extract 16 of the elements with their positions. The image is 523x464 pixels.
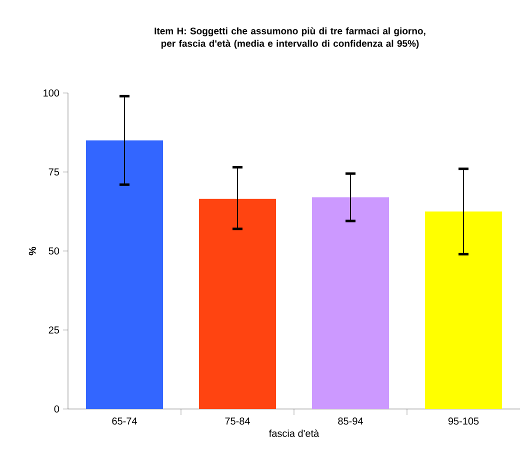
x-tick-label: 85-94 [338, 418, 363, 425]
y-tick-label: 100 [44, 89, 60, 97]
x-tick-label: 75-84 [225, 418, 250, 425]
bar [425, 212, 502, 409]
y-tick-label: 50 [48, 247, 60, 255]
chart-title: Item H: Soggetti che assumono più di tre farmaci al giorno, per fascia d'età (media e intervallo di confidenza al 95%) [154, 27, 426, 49]
x-axis-title: fascia d'età [269, 429, 320, 437]
bar [312, 197, 389, 409]
bar [199, 198, 276, 409]
y-tick-label: 75 [48, 168, 60, 176]
y-axis-title: % [28, 246, 36, 256]
y-tick-label: 25 [48, 326, 60, 334]
x-tick-label: 95-105 [448, 418, 479, 425]
bar [86, 140, 163, 409]
y-tick-label: 0 [54, 405, 60, 413]
x-tick-label: 65-74 [112, 418, 137, 425]
